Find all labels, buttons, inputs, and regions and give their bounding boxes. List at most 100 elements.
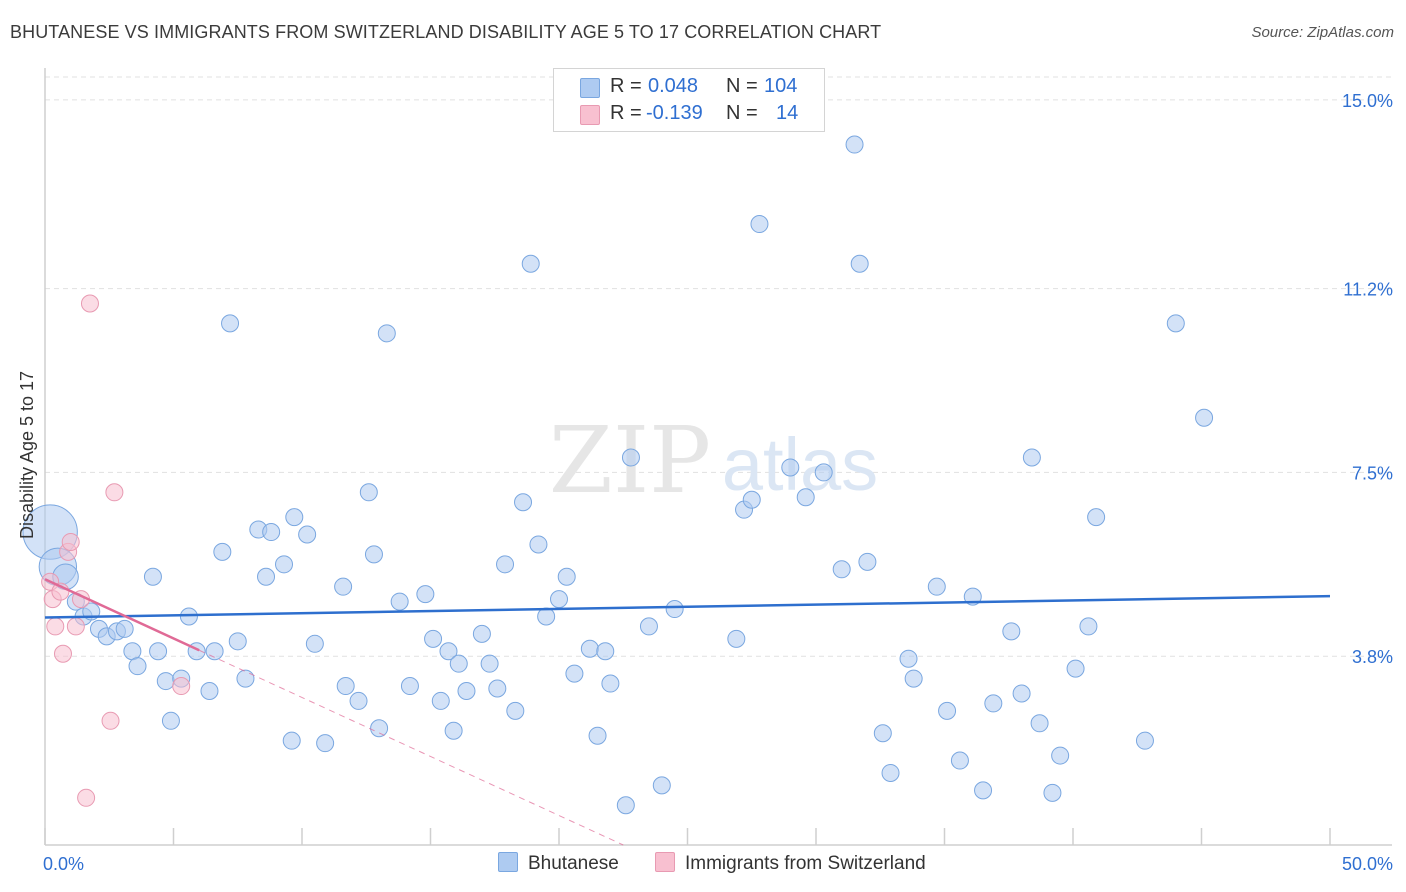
legend-swatch-bhutanese	[580, 78, 600, 98]
data-point	[349, 691, 368, 710]
legend-r-value: -0.139	[646, 102, 703, 124]
series-bhutanese	[22, 135, 1214, 815]
data-point	[616, 796, 635, 815]
series-immigrants-from-switzerland	[41, 294, 191, 807]
data-point	[588, 726, 607, 745]
x-tick-label: 0.0%	[43, 854, 84, 874]
data-point	[449, 654, 468, 673]
legend-r-label: R =	[610, 75, 642, 97]
data-point	[899, 649, 918, 668]
data-point	[550, 590, 568, 609]
data-point	[814, 463, 833, 482]
data-point	[529, 535, 548, 554]
data-point	[444, 721, 463, 740]
data-point	[639, 617, 658, 636]
data-point	[416, 585, 435, 604]
data-point	[1030, 714, 1049, 733]
data-point	[161, 711, 180, 730]
trend-line	[44, 594, 1331, 619]
legend-n-label: N =	[726, 102, 758, 124]
legend-n-value: 104	[764, 75, 798, 97]
data-point	[845, 135, 864, 154]
data-point	[1002, 622, 1021, 641]
data-point	[927, 577, 946, 596]
data-point	[105, 483, 124, 502]
data-point	[66, 617, 85, 636]
tick-labels: 3.8% 7.5% 11.2% 15.0% 0.0% 50.0%	[43, 91, 1393, 874]
data-point	[938, 701, 957, 720]
chart-title: BHUTANESE VS IMMIGRANTS FROM SWITZERLAND…	[10, 22, 882, 42]
grid-lines	[45, 76, 1392, 657]
data-point	[213, 542, 232, 561]
bottom-legend-swatch-immigrants	[655, 852, 675, 872]
bottom-legend-label: Immigrants from Switzerland	[685, 853, 926, 874]
data-point	[236, 669, 255, 688]
data-point	[257, 567, 276, 586]
y-tick-label: 3.8%	[1352, 647, 1393, 667]
data-point	[115, 619, 134, 638]
data-point	[580, 639, 599, 658]
data-point	[950, 751, 969, 770]
data-point	[850, 254, 869, 273]
legend-r-label: R =	[610, 102, 642, 124]
data-point	[179, 607, 198, 626]
correlation-legend: R = 0.048 N = 104 R = -0.139 N = 14	[553, 68, 825, 132]
data-point	[596, 642, 615, 661]
data-point	[298, 525, 317, 544]
source-label: Source: ZipAtlas.com	[1251, 24, 1394, 41]
data-point	[488, 679, 507, 698]
data-point	[61, 532, 80, 551]
data-point	[537, 607, 556, 626]
data-point	[1135, 731, 1154, 750]
data-point	[750, 215, 769, 234]
data-point	[128, 657, 147, 676]
data-point	[149, 642, 168, 661]
data-point	[1066, 659, 1085, 678]
data-point	[101, 711, 120, 730]
data-point	[228, 632, 247, 651]
data-point	[1022, 448, 1041, 467]
data-point	[832, 560, 851, 579]
data-point	[364, 545, 383, 564]
data-point	[796, 488, 815, 507]
data-point	[565, 664, 584, 683]
data-point	[439, 642, 458, 661]
y-tick-label: 11.2%	[1343, 280, 1393, 300]
data-point	[400, 677, 419, 696]
bottom-legend-label: Bhutanese	[528, 853, 619, 874]
data-point	[881, 763, 900, 782]
data-point	[431, 691, 450, 710]
data-point	[377, 324, 396, 343]
data-point	[282, 731, 301, 750]
data-point	[472, 624, 491, 643]
data-point	[336, 677, 355, 696]
data-point	[621, 448, 640, 467]
data-point	[521, 254, 540, 273]
data-point	[727, 629, 746, 648]
data-point	[285, 508, 304, 527]
data-point	[143, 567, 162, 586]
data-point	[77, 788, 96, 807]
data-point	[305, 634, 324, 653]
axes	[44, 68, 1392, 846]
data-point	[1012, 684, 1031, 703]
x-tick-label: 50.0%	[1342, 854, 1393, 874]
data-point	[457, 682, 476, 700]
data-point	[652, 776, 671, 795]
data-point	[316, 734, 335, 753]
data-point	[858, 552, 877, 571]
data-point	[742, 490, 761, 509]
data-point	[601, 674, 620, 693]
data-point	[984, 694, 1003, 713]
data-point	[514, 493, 533, 512]
data-point	[390, 592, 409, 611]
data-point	[496, 555, 515, 574]
data-point	[275, 555, 294, 574]
data-point	[974, 781, 993, 800]
data-point	[665, 600, 684, 619]
bottom-legend-swatch-bhutanese	[498, 852, 518, 872]
data-point	[506, 701, 525, 720]
data-point	[873, 724, 892, 743]
data-point	[1087, 508, 1106, 527]
